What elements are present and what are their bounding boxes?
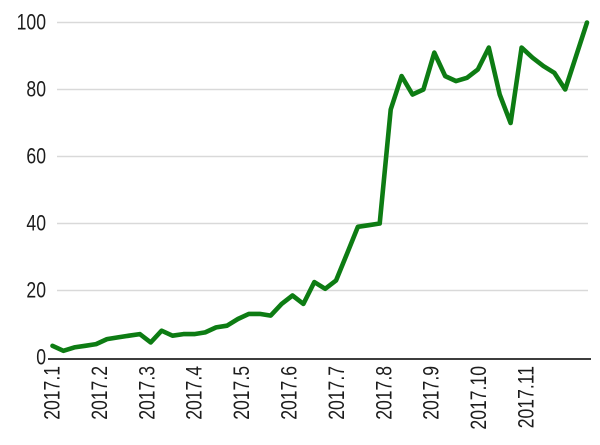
x-tick-label: 2017.1 bbox=[41, 366, 65, 420]
x-tick-label: 2017.2 bbox=[88, 366, 112, 420]
x-tick-label: 2017.9 bbox=[420, 366, 444, 420]
y-tick-label: 40 bbox=[26, 212, 46, 236]
x-tick-label: 2017.7 bbox=[325, 366, 349, 420]
y-tick-label: 60 bbox=[26, 145, 46, 169]
y-axis-tick-labels: 0 20 40 60 80 100 bbox=[17, 11, 46, 370]
y-tick-label: 0 bbox=[36, 346, 46, 370]
x-tick-label: 2017.4 bbox=[183, 366, 207, 420]
x-tick-label: 2017.8 bbox=[373, 366, 397, 420]
x-axis-tick-labels: 2017.1 2017.2 2017.3 2017.4 2017.5 2017.6 2017… bbox=[41, 366, 539, 430]
x-tick-label: 2017.3 bbox=[136, 366, 160, 420]
y-tick-label: 100 bbox=[17, 11, 46, 35]
series-line bbox=[50, 20, 590, 354]
x-tick-label: 2017.5 bbox=[230, 366, 254, 420]
y-tick-label: 80 bbox=[26, 78, 46, 102]
x-tick-label: 2017.10 bbox=[467, 366, 491, 430]
x-tick-label: 2017.6 bbox=[278, 366, 302, 420]
x-tick-label: 2017.11 bbox=[515, 366, 539, 428]
y-tick-label: 20 bbox=[26, 279, 46, 303]
y-gridlines bbox=[57, 21, 588, 292]
